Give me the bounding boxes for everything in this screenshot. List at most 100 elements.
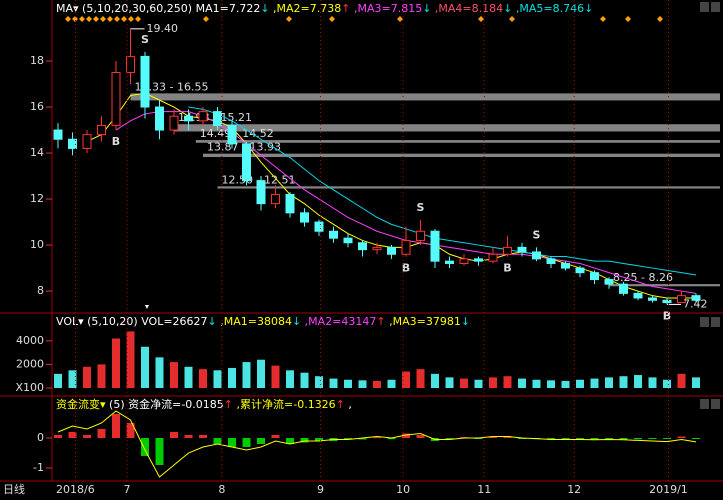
bar (373, 437, 381, 439)
bar (54, 373, 62, 388)
panel-header: 资金流变▾ (5) 资金净流=-0.0185↑ ,累计净流=-0.1326↑ , (56, 397, 352, 411)
bar (387, 438, 396, 440)
header-item: (5,10,20,30,60,250) (79, 2, 196, 15)
ma-line (57, 410, 697, 478)
price-band (130, 93, 720, 101)
y-tick-label: -1 (33, 461, 44, 474)
header-item: ↑ (336, 398, 345, 411)
bar (402, 371, 410, 388)
header-item: , (345, 398, 352, 411)
button[interactable] (711, 399, 720, 409)
band-label: 8.25 - 8.26 (613, 271, 673, 284)
header-item: MA1=7.722 (196, 2, 261, 15)
candle-body (198, 111, 208, 122)
bar (445, 377, 454, 388)
price-band (174, 124, 720, 132)
candle-body (300, 212, 309, 223)
bar (619, 438, 628, 440)
header-item: ↓ (503, 2, 512, 15)
candle-body (546, 258, 556, 264)
x-tick-label: 9 (317, 483, 324, 496)
candle-body (97, 124, 106, 136)
bar (634, 375, 642, 388)
header-item: VOL=26627 (141, 315, 207, 328)
x-tick-label: 8 (218, 483, 225, 496)
candle-body (488, 253, 498, 262)
bar (547, 380, 555, 388)
bar (663, 438, 671, 439)
header-item: ↓ (584, 2, 593, 15)
y-tick-label: 2000 (16, 357, 44, 370)
button[interactable] (711, 2, 720, 12)
bar (271, 435, 280, 438)
bar (634, 438, 642, 440)
header-item: ,MA4=8.184 (431, 2, 503, 15)
candle-body (445, 260, 454, 264)
candle-body (604, 279, 614, 285)
marker-diamond (203, 16, 209, 22)
candle-body (677, 295, 686, 304)
bar (155, 357, 164, 388)
price-band (195, 140, 720, 143)
bar (271, 365, 280, 388)
header-item: (5) (106, 398, 129, 411)
bar (242, 362, 251, 388)
candle-body (503, 246, 512, 255)
cursor-arrow (145, 305, 149, 309)
candle-body (126, 55, 135, 74)
bar (199, 369, 207, 388)
candle-body (387, 246, 396, 255)
bar (257, 359, 265, 388)
button[interactable] (700, 399, 709, 409)
bar (184, 366, 193, 388)
marker-diamond (86, 16, 92, 22)
bar (184, 435, 193, 438)
candle-body (184, 115, 193, 122)
bar (83, 435, 91, 438)
candle-body (648, 297, 657, 301)
x-tick-label: 11 (477, 483, 491, 496)
signal-label: S (417, 201, 425, 214)
bar (677, 436, 686, 438)
signal-label: S (141, 33, 149, 46)
candle-body (662, 299, 672, 304)
header-item: MA▾ (56, 2, 79, 15)
header-item: ↑ (224, 398, 233, 411)
marker-diamond (600, 16, 606, 22)
candle-body (372, 246, 382, 251)
header-item: ↓ (208, 315, 217, 328)
candle-body (111, 72, 121, 126)
marker-diamond (329, 16, 335, 22)
candle-body (242, 143, 251, 182)
candle-body (459, 258, 469, 264)
button[interactable] (700, 317, 709, 327)
candle-body (430, 230, 440, 262)
candle-body (358, 242, 367, 251)
price-band (203, 153, 720, 158)
y-tick-label: 8 (37, 284, 44, 297)
marker-diamond (128, 16, 134, 22)
marker-diamond (107, 16, 113, 22)
bar (489, 377, 497, 388)
header-item: (5,10,20) (84, 315, 142, 328)
y-tick-label: 18 (30, 54, 44, 67)
bar (358, 438, 367, 440)
candle-body (155, 106, 164, 131)
button[interactable] (711, 317, 720, 327)
bar (126, 331, 135, 388)
candle-body (590, 272, 599, 281)
candle-body (285, 193, 295, 214)
bar (663, 379, 671, 388)
panel-buttons[interactable] (700, 2, 720, 409)
header-item: 资金净流=-0.0185 (128, 397, 224, 411)
bar (170, 362, 178, 388)
annotation-label: 19.40 (147, 22, 179, 35)
header-item: ,MA3=7.815 (350, 2, 422, 15)
bar (300, 372, 309, 388)
header-item: ↑ (341, 2, 350, 15)
button[interactable] (700, 2, 709, 12)
candle-body (256, 180, 266, 205)
bar (532, 379, 541, 388)
x-tick-label: 10 (396, 483, 410, 496)
